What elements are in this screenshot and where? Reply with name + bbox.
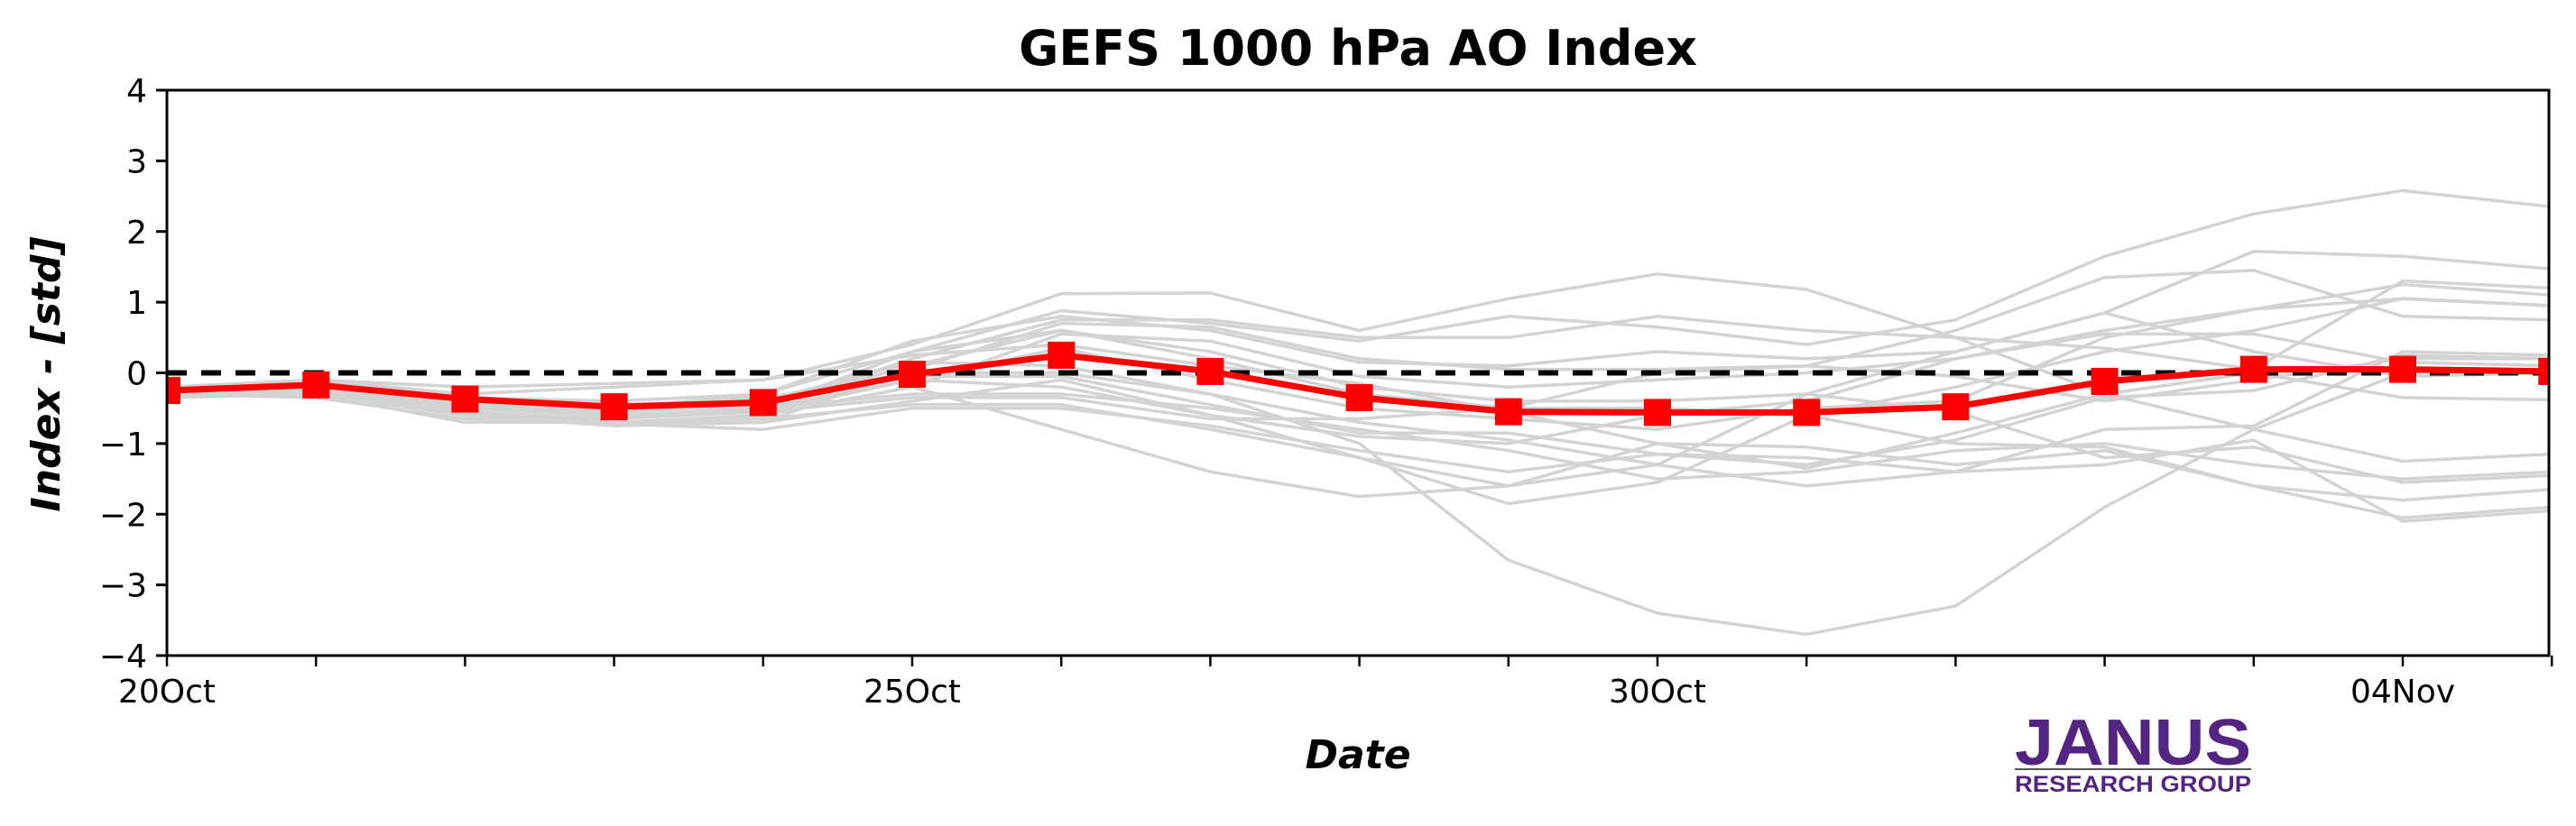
- ensemble-member-line: [167, 311, 2549, 499]
- y-tick-label: 0: [126, 356, 147, 393]
- ensemble-mean-series: [167, 341, 2549, 427]
- chart-title: GEFS 1000 hPa AO Index: [1019, 20, 1697, 77]
- ensemble-member-line: [167, 272, 2549, 463]
- ensemble-mean-marker: [2389, 355, 2416, 383]
- logo-research-group-text: RESEARCH GROUP: [2015, 772, 2251, 797]
- logo-divider: [2015, 768, 2251, 770]
- ensemble-mean-marker: [1942, 393, 1970, 421]
- y-axis-label: Index - [std]: [23, 236, 69, 511]
- ensemble-members: [167, 188, 2549, 637]
- x-axis-label: Date: [1305, 732, 1410, 778]
- ensemble-mean-marker: [2091, 367, 2119, 395]
- x-tick-label: 04Nov: [2350, 674, 2455, 711]
- ensemble-mean-marker: [600, 393, 628, 421]
- y-tick-label: −1: [99, 427, 147, 463]
- ensemble-mean-marker: [1793, 399, 1821, 427]
- ensemble-member-line: [167, 343, 2549, 471]
- ensemble-mean-marker: [1196, 357, 1224, 385]
- x-tick-label: 20Oct: [118, 674, 216, 711]
- y-tick-label: 3: [126, 143, 147, 180]
- ensemble-mean-marker: [1644, 399, 1671, 427]
- ensemble-mean-marker: [1048, 341, 1076, 369]
- x-tick-label: 25Oct: [863, 674, 961, 711]
- ensemble-mean-marker: [749, 389, 777, 417]
- y-tick-label: 4: [126, 73, 147, 110]
- ensemble-mean-marker: [451, 385, 479, 413]
- ensemble-member-line: [167, 371, 2549, 523]
- ensemble-mean-marker: [1345, 383, 1373, 411]
- ensemble-mean-marker: [899, 361, 926, 389]
- janus-logo: JANUS RESEARCH GROUP: [2015, 707, 2251, 797]
- y-tick-label: −3: [99, 568, 147, 605]
- ensemble-mean-marker: [2239, 355, 2267, 383]
- y-axis-ticks: −4 −3 −2 −1 0 1 2 3 4: [99, 73, 167, 675]
- ensemble-mean-marker: [167, 377, 180, 405]
- ensemble-mean-marker: [2538, 357, 2549, 385]
- y-tick-label: −4: [99, 638, 147, 675]
- y-tick-label: 2: [126, 215, 147, 252]
- y-tick-label: 1: [126, 285, 147, 322]
- ensemble-mean-marker: [302, 371, 330, 399]
- x-tick-label: 30Oct: [1609, 674, 1706, 711]
- ensemble-member-line: [167, 249, 2549, 403]
- logo-janus-text: JANUS: [2015, 707, 2251, 779]
- ensemble-member-line: [167, 389, 2549, 519]
- x-axis-ticks: 20Oct 25Oct 30Oct 04Nov: [118, 656, 2553, 711]
- ensemble-mean-marker: [1494, 398, 1522, 426]
- y-tick-label: −2: [99, 497, 147, 534]
